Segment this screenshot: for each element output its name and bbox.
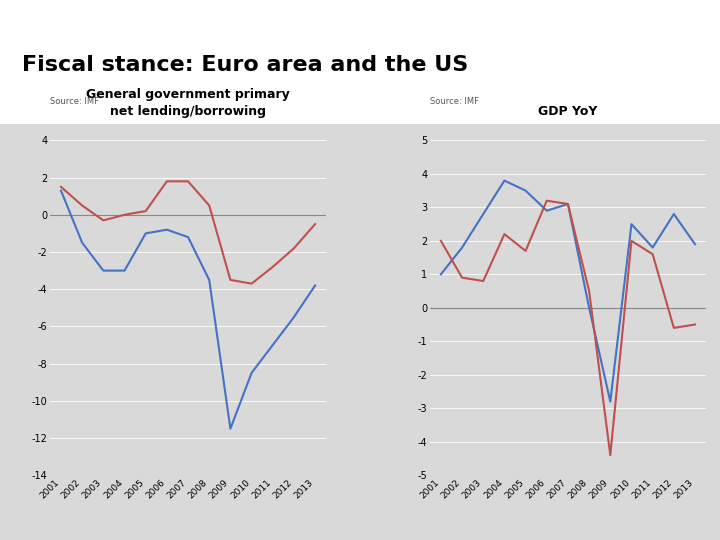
Text: Fiscal stance: Euro area and the US: Fiscal stance: Euro area and the US: [22, 55, 468, 75]
Title: General government primary
net lending/borrowing: General government primary net lending/b…: [86, 89, 290, 118]
Text: Source: IMF: Source: IMF: [431, 97, 480, 106]
Text: Source: IMF: Source: IMF: [50, 97, 99, 106]
Title: GDP YoY: GDP YoY: [539, 105, 598, 118]
